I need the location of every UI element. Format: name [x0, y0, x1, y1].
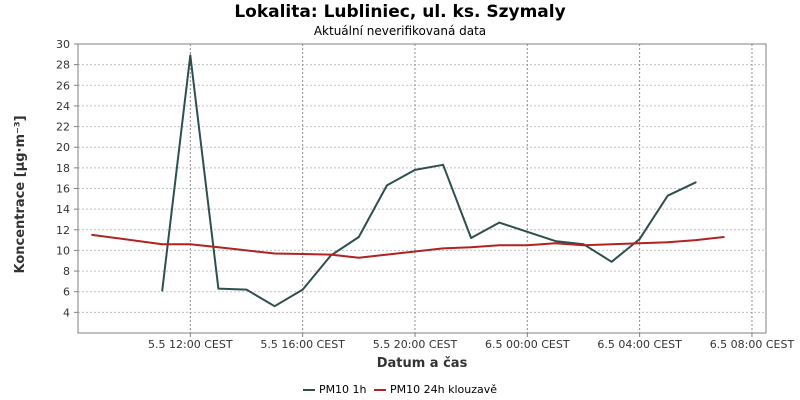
data-point [385, 184, 388, 187]
data-point [638, 238, 641, 240]
data-point [189, 54, 192, 57]
x-axis-title: Datum a čas [377, 356, 468, 371]
data-point [414, 250, 416, 253]
data-point [161, 289, 164, 292]
y-tick-label: 24 [56, 100, 70, 113]
y-tick-label: 20 [56, 141, 70, 154]
legend-label: PM10 1h [318, 383, 367, 396]
data-point [526, 230, 529, 233]
data-point [273, 252, 276, 255]
chart-subtitle: Aktuální neverifikovaná data [313, 24, 487, 38]
data-point [694, 181, 697, 184]
data-point [442, 163, 444, 166]
data-point [442, 247, 444, 250]
y-tick-label: 26 [56, 79, 70, 92]
legend-swatch [302, 389, 315, 391]
data-point [385, 253, 388, 256]
data-point [91, 234, 93, 236]
data-point [161, 243, 164, 246]
legend-label: PM10 24h klouzavě [390, 383, 498, 396]
y-tick-label: 28 [56, 59, 70, 72]
data-point [610, 243, 613, 246]
data-point [273, 305, 276, 308]
data-point [414, 169, 416, 171]
data-point [610, 260, 613, 263]
data-point [666, 241, 669, 244]
legend-swatch [374, 389, 387, 391]
chart-legend: PM10 1h PM10 24h klouzavě [0, 381, 800, 397]
y-tick-label: 8 [63, 265, 70, 278]
plot-frame [77, 43, 767, 334]
data-point [329, 253, 332, 256]
data-point [470, 246, 473, 249]
data-point [245, 288, 248, 291]
data-point [498, 244, 501, 247]
data-point [694, 239, 697, 242]
x-tick-label: 6.5 08:00 CEST [710, 338, 795, 351]
data-point [554, 240, 557, 243]
y-tick-label: 10 [56, 244, 70, 257]
x-tick-label: 5.5 12:00 CEST [148, 338, 233, 351]
x-tick-label: 5.5 20:00 CEST [373, 338, 458, 351]
data-point [189, 243, 192, 246]
data-point [217, 287, 220, 290]
data-point [526, 244, 529, 247]
data-point [582, 244, 585, 247]
data-point [357, 236, 360, 238]
y-tick-label: 14 [56, 203, 70, 216]
data-point [638, 242, 641, 245]
data-point [666, 194, 669, 197]
data-point [357, 256, 360, 259]
data-point [722, 236, 725, 238]
x-tick-label: 6.5 00:00 CEST [485, 338, 570, 351]
y-axis-title: Koncentrace [µg·m⁻³] [13, 115, 28, 273]
y-tick-label: 16 [56, 183, 70, 196]
series-line-pm10-24h [91, 233, 725, 259]
legend-item-pm10-1h: PM10 1h [302, 383, 367, 397]
data-point [498, 221, 501, 224]
data-point [470, 237, 473, 239]
y-tick-label: 18 [56, 162, 70, 175]
series-line-pm10-1h [161, 54, 697, 308]
legend-item-pm10-24h: PM10 24h klouzavě [374, 383, 497, 397]
y-tick-label: 4 [63, 306, 70, 319]
data-point [301, 253, 304, 255]
data-point [554, 242, 557, 245]
y-tick-label: 30 [56, 38, 70, 51]
x-tick-label: 6.5 04:00 CEST [597, 338, 682, 351]
y-tick-label: 6 [63, 286, 70, 299]
data-point [245, 249, 248, 252]
data-point [301, 288, 304, 291]
x-tick-label: 5.5 16:00 CEST [260, 338, 345, 351]
y-tick-label: 12 [56, 224, 70, 237]
y-tick-label: 22 [56, 121, 70, 134]
data-point [217, 246, 220, 249]
chart-title: Lokalita: Lubliniec, ul. ks. Szymaly [234, 2, 566, 22]
